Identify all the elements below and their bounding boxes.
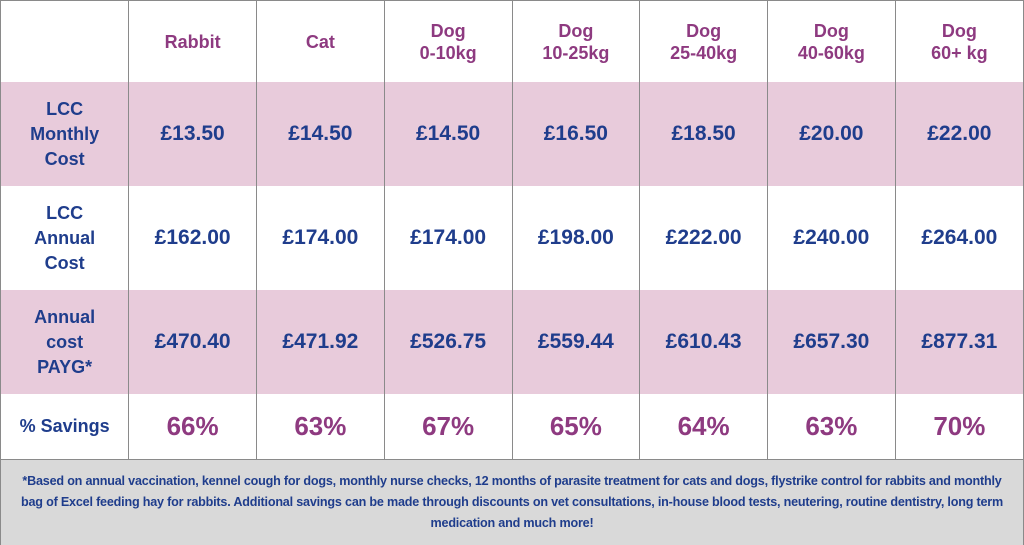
price-cell: £877.31 [894,290,1023,394]
savings-cell: 66% [128,394,257,459]
footnote: *Based on annual vaccination, kennel cou… [1,459,1023,545]
column-header: Dog 25-40kg [639,1,768,82]
column-header: Dog 0-10kg [383,1,512,82]
price-cell: £470.40 [128,290,257,394]
price-cell: £14.50 [256,82,385,186]
column-header: Dog 40-60kg [767,1,896,82]
price-cell: £13.50 [128,82,257,186]
savings-cell: 67% [383,394,512,459]
price-cell: £14.50 [383,82,512,186]
price-cell: £22.00 [894,82,1023,186]
column-header: Dog 10-25kg [511,1,640,82]
price-cell: £16.50 [511,82,640,186]
price-cell: £198.00 [511,186,640,290]
savings-cell: 63% [767,394,896,459]
row-label: % Savings [19,416,110,436]
price-cell: £526.75 [383,290,512,394]
price-cell: £264.00 [894,186,1023,290]
price-cell: £222.00 [639,186,768,290]
savings-row: % Savings 66% 63% 67% 65% 64% 63% 70% [1,394,1023,459]
price-cell: £18.50 [639,82,768,186]
column-header: Cat [256,1,385,82]
footnote-text: *Based on annual vaccination, kennel cou… [20,474,1003,530]
price-cell: £174.00 [383,186,512,290]
row-label: LCC Monthly Cost [1,82,129,186]
row-label: Annual cost PAYG* [1,290,129,394]
header-row: Rabbit Cat Dog 0-10kg Dog 10-25kg Dog 25-40k… [1,1,1023,82]
price-cell: £20.00 [767,82,896,186]
pricing-table: Rabbit Cat Dog 0-10kg Dog 10-25kg Dog 25-40k… [1,1,1023,459]
savings-cell: 65% [511,394,640,459]
price-cell: £610.43 [639,290,768,394]
price-cell: £471.92 [256,290,385,394]
table-row: LCC Annual Cost £162.00 £174.00 £174.00 £198… [1,186,1023,290]
column-header: Rabbit [128,1,257,82]
price-cell: £162.00 [128,186,257,290]
savings-cell: 63% [256,394,385,459]
table-row: Annual cost PAYG* £470.40 £471.92 £526.75 £5… [1,290,1023,394]
price-cell: £174.00 [256,186,385,290]
column-header: Dog 60+ kg [894,1,1023,82]
price-cell: £240.00 [767,186,896,290]
savings-cell: 70% [894,394,1023,459]
savings-cell: 64% [639,394,768,459]
header-corner [1,1,129,82]
table-row: LCC Monthly Cost £13.50 £14.50 £14.50 £16.50… [1,82,1023,186]
price-cell: £657.30 [767,290,896,394]
row-label: LCC Annual Cost [34,202,96,273]
price-cell: £559.44 [511,290,640,394]
